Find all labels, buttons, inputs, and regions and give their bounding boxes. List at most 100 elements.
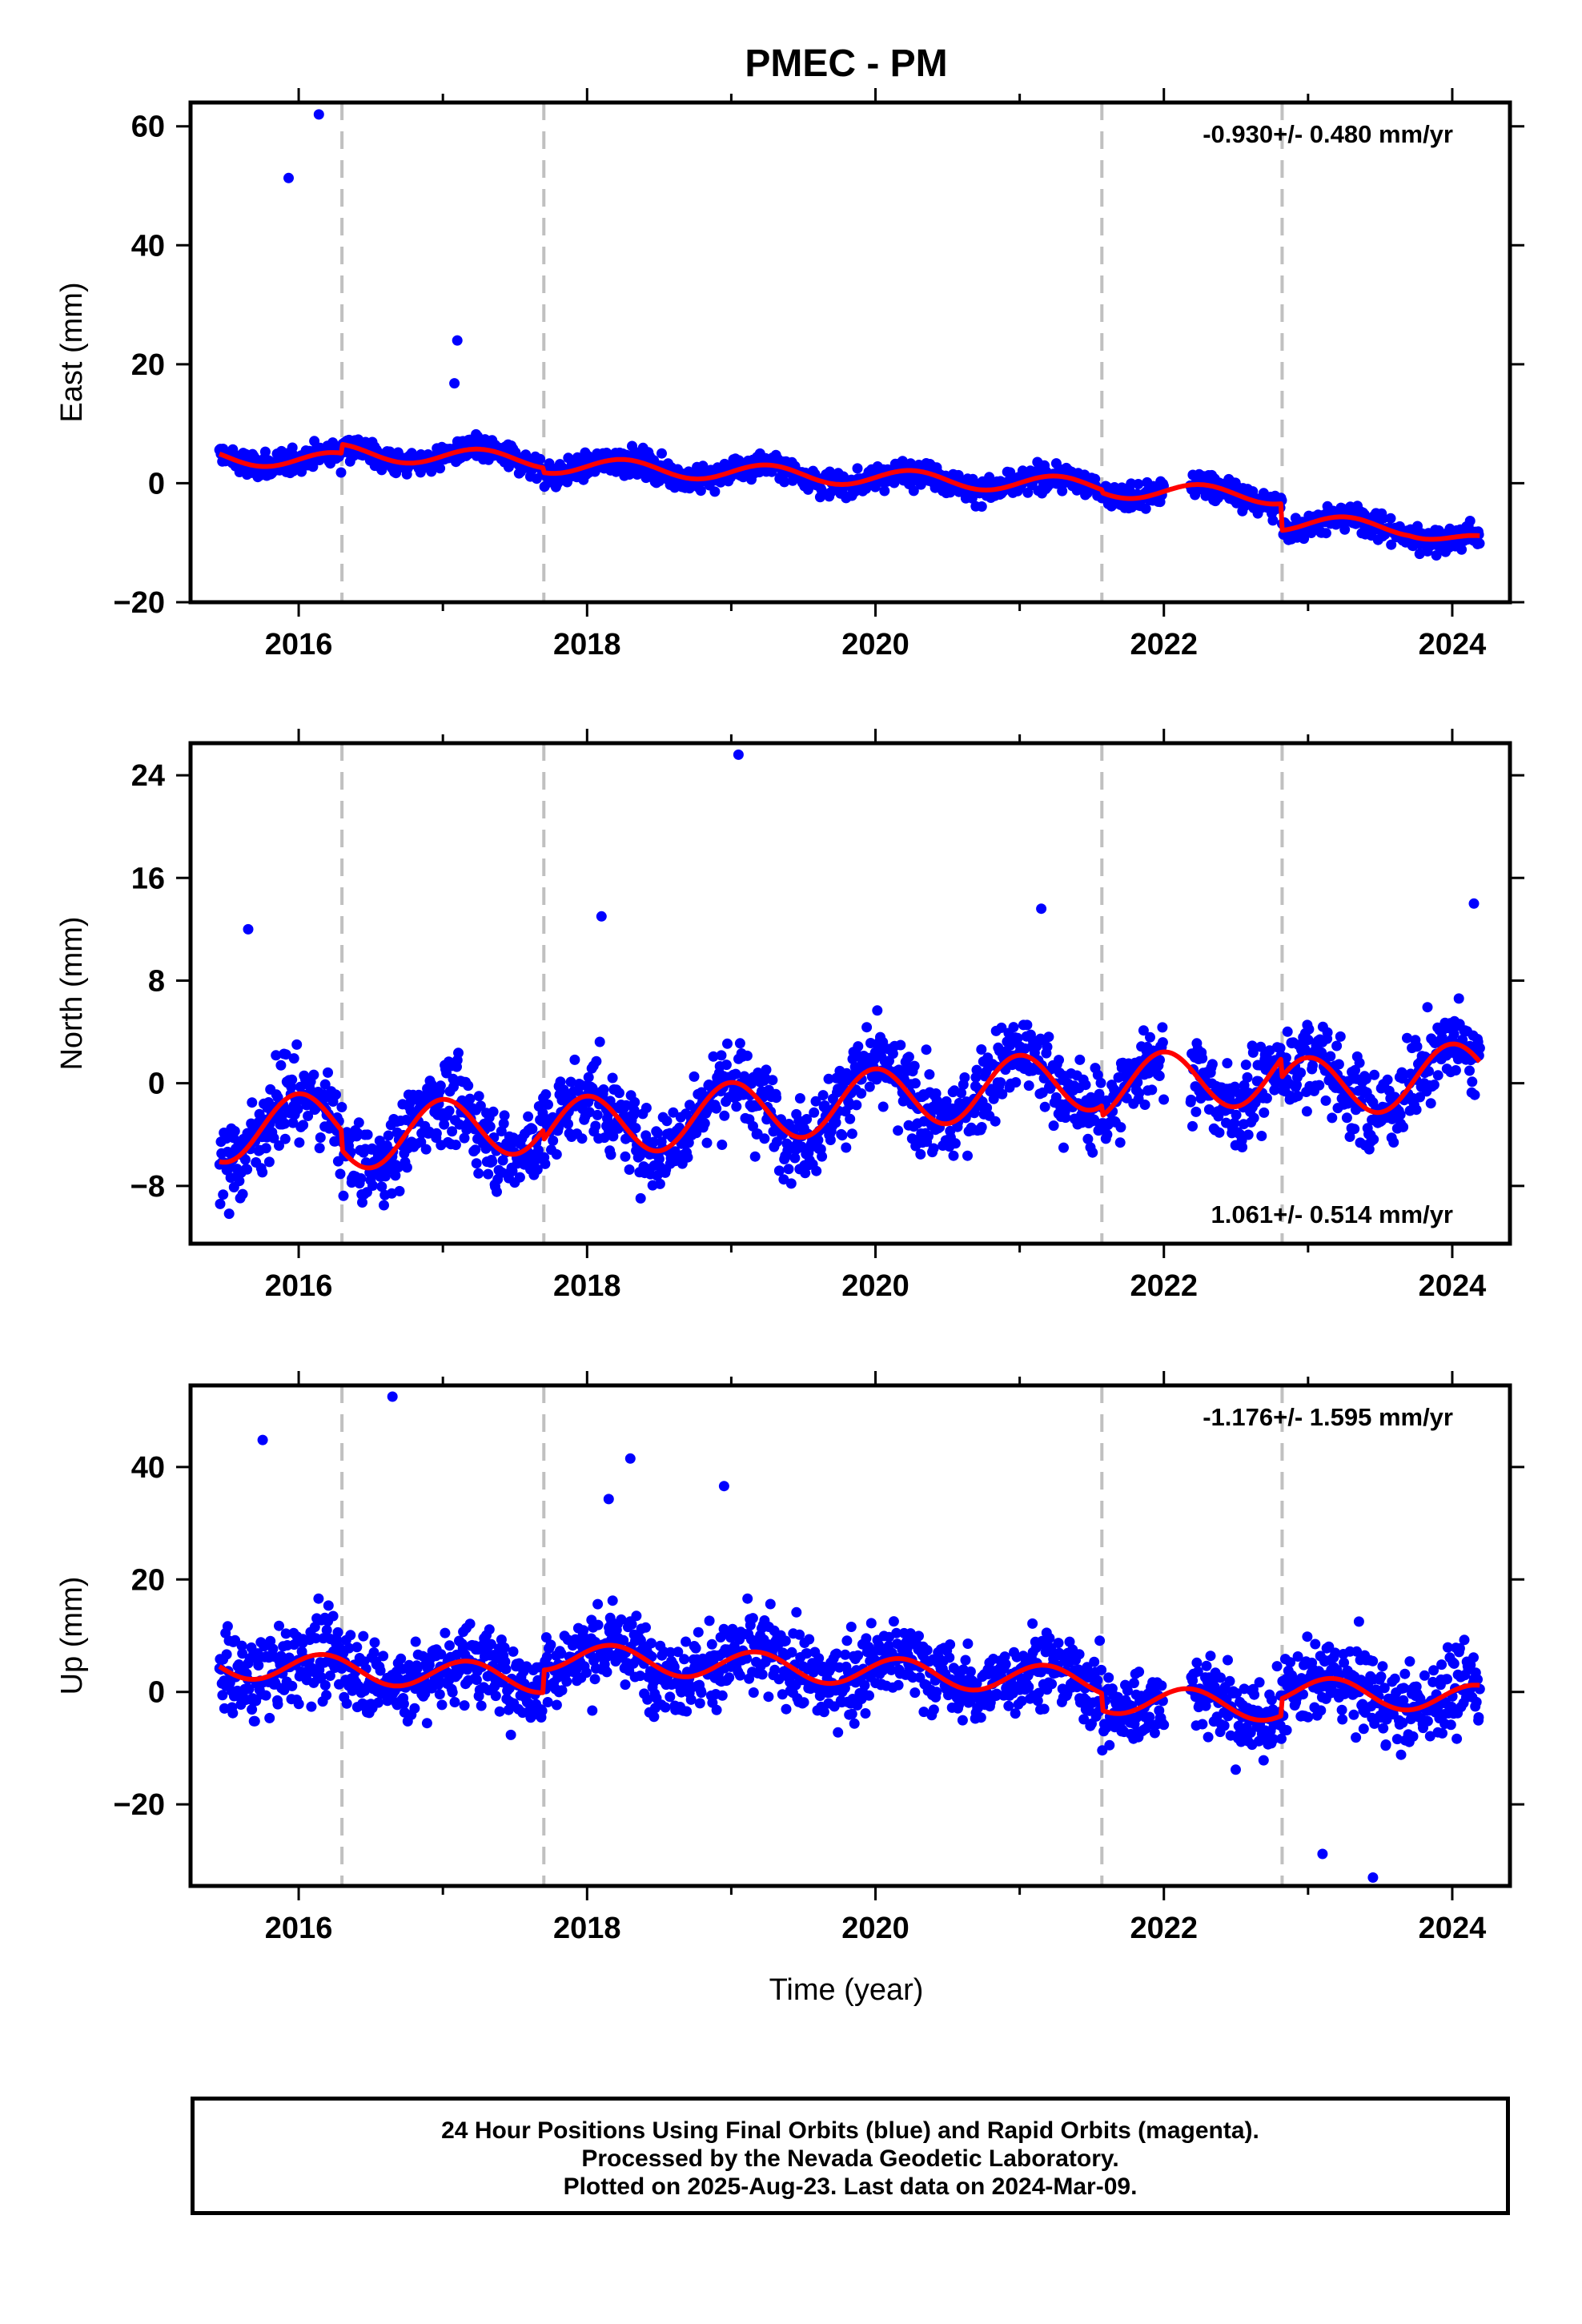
data-point: [1363, 1144, 1375, 1155]
data-point: [1464, 1065, 1475, 1076]
data-point: [523, 1111, 534, 1122]
data-point: [809, 1107, 820, 1118]
data-point: [608, 1131, 619, 1142]
data-point: [1133, 479, 1144, 489]
data-point: [1422, 1002, 1433, 1013]
data-point: [1022, 487, 1034, 498]
data-point: [298, 1120, 309, 1131]
data-point: [447, 1126, 458, 1137]
data-point: [257, 1167, 268, 1178]
data-point: [699, 1118, 710, 1129]
data-point: [483, 1168, 494, 1180]
data-point: [1034, 1687, 1044, 1699]
velocity-annotation-east: -0.930+/- 0.480 mm/yr: [1203, 120, 1453, 148]
data-point: [247, 1097, 258, 1108]
data-point: [620, 1100, 632, 1111]
data-point: [841, 1142, 852, 1153]
data-point: [1003, 1700, 1014, 1711]
data-point: [810, 1096, 821, 1107]
data-point: [928, 1143, 939, 1154]
data-point: [1089, 1656, 1100, 1667]
data-point: [704, 1615, 715, 1626]
y-tick-label: 8: [148, 964, 165, 998]
data-point: [976, 501, 987, 512]
data-point: [459, 1700, 470, 1711]
data-point: [217, 1690, 228, 1701]
data-point: [1243, 1129, 1254, 1140]
data-point: [541, 1651, 552, 1663]
data-point: [260, 1143, 271, 1154]
data-point: [800, 1168, 811, 1179]
y-axis-label-east: East (mm): [55, 282, 89, 422]
data-point: [287, 1117, 299, 1128]
data-point: [412, 1663, 423, 1674]
data-point: [435, 1080, 446, 1092]
plot-frame-east: [188, 100, 1512, 605]
data-point: [945, 1639, 956, 1650]
data-point: [1146, 1084, 1158, 1096]
data-point: [1053, 1638, 1064, 1649]
data-point: [450, 1140, 461, 1151]
data-point: [607, 1072, 618, 1084]
data-point: [747, 1613, 758, 1624]
data-point: [279, 1118, 291, 1129]
data-point: [1008, 1022, 1019, 1033]
data-point: [376, 1181, 387, 1192]
data-point: [853, 1650, 864, 1661]
data-point: [362, 1129, 373, 1140]
data-point: [279, 1133, 291, 1144]
data-point: [592, 1619, 604, 1630]
data-point: [271, 1050, 282, 1061]
data-point: [1268, 1734, 1279, 1745]
data-point: [435, 463, 446, 474]
data-point: [959, 1072, 970, 1083]
data-point: [948, 1150, 959, 1161]
data-point: [1448, 1028, 1460, 1039]
data-point: [785, 1178, 797, 1189]
data-point: [561, 1676, 572, 1687]
data-point: [851, 1100, 862, 1111]
data-point: [1087, 1147, 1098, 1158]
data-point: [759, 1133, 770, 1144]
data-point: [565, 1076, 576, 1088]
data-point: [635, 1192, 646, 1204]
data-point: [620, 1679, 631, 1691]
x-tick-label: 2020: [841, 1269, 909, 1303]
data-point: [578, 1625, 589, 1636]
outlier-point: [449, 378, 460, 389]
data-point: [321, 1690, 332, 1701]
data-point: [1092, 1069, 1103, 1080]
data-point: [1292, 1091, 1303, 1102]
data-point: [1351, 1732, 1362, 1743]
data-point: [314, 1143, 325, 1154]
data-point: [741, 1050, 753, 1061]
data-point: [846, 1708, 857, 1719]
data-point: [242, 1164, 253, 1175]
data-point: [1158, 1719, 1170, 1731]
data-point: [640, 1622, 651, 1633]
data-point: [652, 1128, 663, 1139]
data-point: [1333, 1059, 1344, 1070]
data-point: [905, 458, 916, 469]
data-point: [915, 1148, 926, 1160]
data-point: [1349, 1124, 1360, 1135]
data-point: [767, 1075, 778, 1086]
data-point: [909, 1687, 921, 1699]
data-point: [1157, 1022, 1168, 1033]
data-point: [587, 1705, 598, 1716]
data-point: [1224, 1675, 1235, 1687]
data-point: [1078, 1714, 1090, 1725]
data-point: [976, 1122, 987, 1132]
data-point: [343, 1642, 355, 1654]
data-point: [689, 1071, 700, 1082]
data-point: [1467, 1076, 1478, 1088]
data-point: [817, 1090, 829, 1101]
data-point: [1138, 1025, 1149, 1036]
data-point: [576, 1133, 588, 1144]
data-point: [398, 1699, 409, 1710]
data-point: [1023, 1080, 1034, 1092]
data-point: [888, 1616, 899, 1627]
data-point: [682, 1152, 693, 1163]
outlier-point: [313, 109, 324, 120]
